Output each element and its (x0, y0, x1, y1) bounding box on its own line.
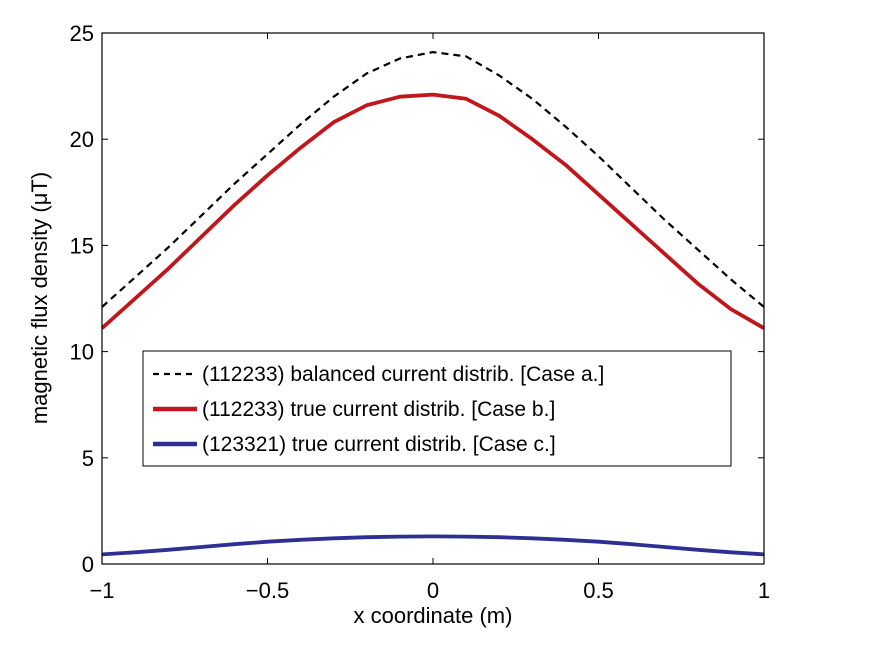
legend-label-case-a: (112233) balanced current distrib. [Case… (202, 363, 604, 386)
x-axis-label: x coordinate (m) (354, 603, 513, 628)
legend-box (142, 350, 732, 467)
legend: (112233) balanced current distrib. [Case… (142, 350, 732, 467)
series-line-case-a (101, 50, 765, 308)
plot-area (102, 33, 764, 564)
series-layer (100, 50, 765, 557)
y-axis-label: magnetic flux density (μT) (27, 172, 52, 424)
y-tick-label: 15 (70, 233, 94, 258)
y-tick-label: 0 (82, 552, 94, 577)
legend-label-case-c: (123321) true current distrib. [Case c.] (202, 433, 556, 456)
y-tick-label: 5 (82, 446, 94, 471)
x-tick-label: −0.5 (246, 578, 289, 603)
legend-label-case-b: (112233) true current distrib. [Case b.] (202, 398, 555, 421)
x-tick-label: 0.5 (583, 578, 614, 603)
x-tick-label: −1 (89, 578, 114, 603)
y-tick-label: 25 (70, 21, 94, 46)
series-line-case-b (100, 92, 765, 330)
x-tick-label: 1 (758, 578, 770, 603)
y-tick-label: 10 (70, 340, 94, 365)
x-tick-label: 0 (427, 578, 439, 603)
y-tick-label: 20 (70, 127, 94, 152)
series-line-case-c (101, 534, 765, 557)
